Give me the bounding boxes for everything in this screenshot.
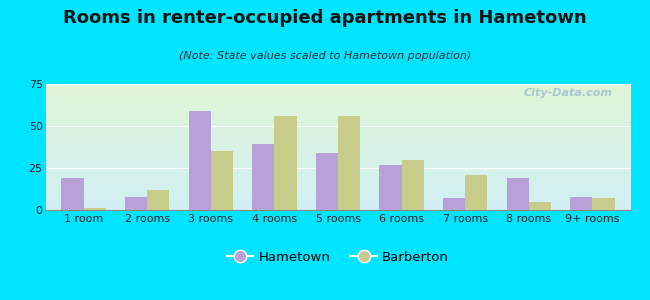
Legend: Hametown, Barberton: Hametown, Barberton [222,245,454,269]
Bar [252,145,274,210]
Bar [402,160,424,210]
Bar [443,198,465,210]
Bar [592,198,615,210]
Bar [570,196,592,210]
Bar [506,178,528,210]
Bar [465,175,488,210]
Bar [125,196,148,210]
Bar [188,111,211,210]
Text: (Note: State values scaled to Hametown population): (Note: State values scaled to Hametown p… [179,51,471,61]
Bar [148,190,170,210]
Text: City-Data.com: City-Data.com [524,88,613,98]
Bar [338,116,360,210]
Bar [211,151,233,210]
Bar [274,116,296,210]
Text: Rooms in renter-occupied apartments in Hametown: Rooms in renter-occupied apartments in H… [63,9,587,27]
Bar [528,202,551,210]
Bar [380,165,402,210]
Bar [316,153,338,210]
Bar [84,208,106,210]
Bar [61,178,84,210]
